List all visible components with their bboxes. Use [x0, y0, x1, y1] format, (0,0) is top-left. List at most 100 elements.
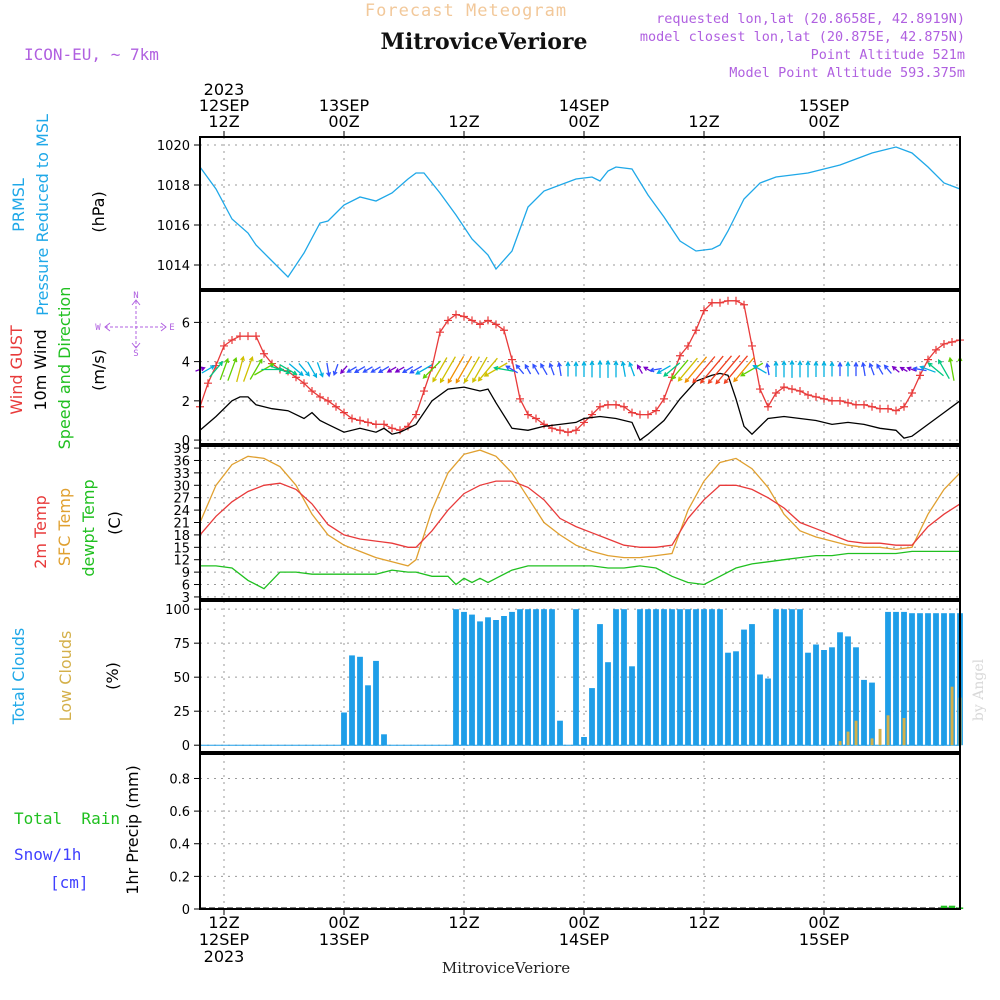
temp-ytick-label: 30 — [173, 479, 190, 494]
wind-direction-arrow — [249, 358, 263, 380]
pressure-line — [199, 146, 961, 279]
clouds-ytick-label: 0 — [182, 739, 190, 754]
wind-direction-arrow — [270, 365, 291, 375]
wind-direction-arrow — [548, 362, 555, 376]
model-altitude: Model Point Altitude 593.375m — [729, 65, 965, 81]
wind-gust-marker — [820, 394, 828, 403]
wind-direction-arrow — [422, 360, 441, 379]
compass-n: N — [133, 291, 138, 301]
wind-direction-arrow — [432, 357, 448, 383]
wind-10m-label: 10m Wind — [31, 329, 50, 410]
requested-coords: requested lon,lat (20.8658E, 42.8919N) — [656, 11, 965, 27]
wind-gust-marker — [812, 392, 820, 401]
rain-bar — [940, 905, 948, 909]
total-clouds-bar — [909, 613, 915, 746]
wind-gust-marker — [492, 320, 500, 329]
wind-direction-arrow — [209, 360, 224, 378]
total-clouds-bar — [949, 613, 955, 746]
total-clouds-bar — [845, 636, 851, 746]
precip-ytick-label: 0.4 — [169, 838, 190, 853]
wind-gust-marker — [364, 418, 372, 427]
wind-side-label: Wind GUST 10m Wind Speed and Direction (… — [7, 287, 175, 450]
total-clouds-bar — [741, 629, 747, 746]
wind-frame — [199, 290, 961, 445]
wind-direction-arrow — [620, 360, 626, 377]
wind-direction-arrow — [656, 365, 671, 374]
total-clouds-bar — [773, 609, 779, 746]
wind-direction-arrow — [505, 365, 519, 374]
wind-gust-marker — [236, 332, 244, 341]
wind-gust-marker — [836, 396, 844, 405]
total-clouds-bar — [517, 609, 523, 746]
total-clouds-label: Total Clouds — [9, 628, 28, 726]
top-time-label: 15SEP — [799, 96, 850, 115]
total-clouds-bar — [701, 609, 707, 746]
top-time-label: 00Z — [808, 112, 839, 131]
bottom-time-label: 12Z — [208, 913, 239, 932]
compass-e: E — [169, 323, 174, 333]
total-clouds-bar — [941, 613, 947, 746]
top-time-label: 13SEP — [319, 96, 370, 115]
wind-direction-arrow — [201, 365, 216, 374]
wind-10m-line — [199, 372, 961, 442]
total-clouds-bar — [381, 734, 387, 746]
wind-gust-marker — [804, 390, 812, 399]
wind-gust-marker — [860, 400, 868, 409]
bottom-time-label: 2023 — [204, 947, 245, 966]
wind-direction-arrow — [409, 365, 423, 374]
wind-gust-marker — [412, 410, 420, 419]
wind-speed-dir-label: Speed and Direction — [55, 287, 74, 450]
total-clouds-bar — [869, 682, 875, 746]
wind-panel: 0 2 4 6 — [182, 290, 964, 449]
wind-ytick-label: 2 — [182, 395, 190, 410]
total-clouds-bar — [885, 611, 891, 746]
wind-gust-marker — [484, 316, 492, 325]
pressure-panel: 1014 1016 1018 1020 — [157, 136, 961, 290]
wind-gust-marker — [796, 387, 804, 396]
wind-direction-arrow — [845, 361, 851, 377]
wind-gust-marker — [388, 424, 396, 433]
wind-gust-marker — [940, 339, 948, 348]
clouds-ytick-label: 25 — [173, 705, 190, 720]
total-clouds-bar — [789, 609, 795, 746]
wind-gust-marker — [340, 408, 348, 417]
wind-direction-arrow — [477, 357, 498, 382]
low-clouds-label: Low Clouds — [56, 631, 75, 722]
wind-unit: (m/s) — [89, 349, 108, 391]
total-clouds-bar — [653, 609, 659, 746]
temp-ytick-label: 36 — [173, 454, 190, 469]
total-clouds-bar — [501, 616, 507, 746]
top-time-label: 12Z — [448, 112, 479, 131]
wind-direction-arrow — [472, 356, 488, 383]
top-time-label: 2023 — [204, 80, 245, 99]
bottom-time-label: 13SEP — [319, 930, 370, 949]
wind-gust-marker — [260, 349, 268, 358]
wind-direction-arrow — [636, 364, 643, 374]
wind-gust-marker — [948, 338, 956, 346]
forecast-title: Forecast Meteogram — [365, 1, 567, 21]
wind-gust-marker — [716, 298, 724, 307]
wind-direction-arrow — [821, 360, 827, 377]
wind-gust-marker — [708, 298, 716, 307]
temp-ytick-label: 6 — [182, 579, 190, 594]
pressure-label-prmsl: PRMSL — [9, 178, 28, 232]
wind-gust-marker — [532, 414, 540, 423]
wind-direction-arrow — [797, 360, 803, 378]
wind-gust-marker — [420, 387, 428, 396]
wind-gust-marker — [380, 420, 388, 429]
closest-coords: model closest lon,lat (20.875E, 42.875N) — [640, 29, 965, 45]
wind-gust-marker — [556, 426, 564, 435]
wind-gust-marker — [204, 379, 212, 388]
wind-gust-marker — [900, 402, 908, 411]
wind-gust-marker — [636, 410, 644, 419]
sfc-temp-line — [199, 449, 961, 567]
total-clouds-bar — [677, 609, 683, 746]
top-time-label: 00Z — [568, 112, 599, 131]
wind-direction-arrow — [837, 361, 843, 377]
wind-direction-arrow — [524, 363, 532, 375]
total-clouds-bar — [917, 613, 923, 746]
wind-gust-marker — [924, 355, 932, 364]
wind-gust-marker — [772, 389, 780, 397]
